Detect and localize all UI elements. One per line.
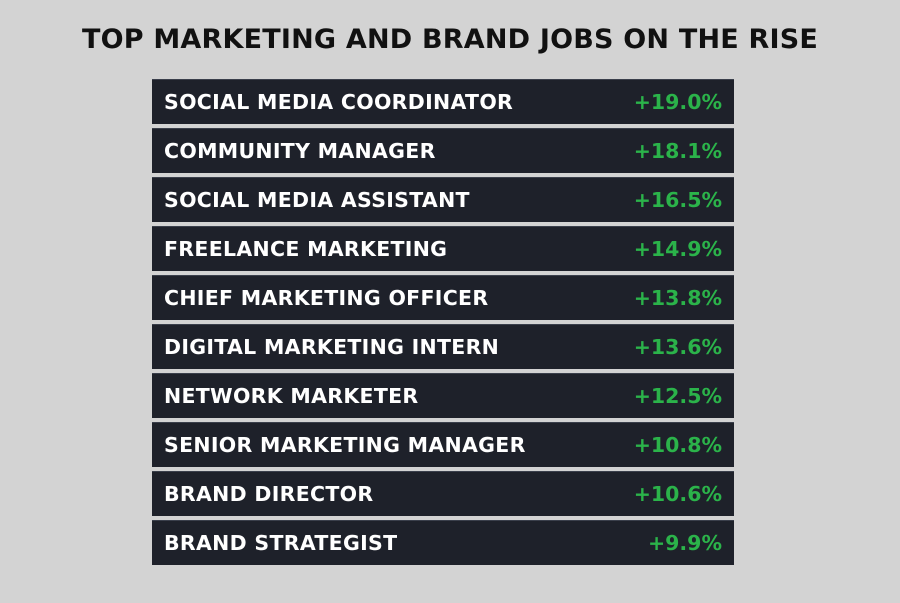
growth-value: +10.8% xyxy=(633,433,722,457)
table-row: DIGITAL MARKETING INTERN +13.6% xyxy=(152,324,734,369)
job-title: CHIEF MARKETING OFFICER xyxy=(164,286,489,310)
table-row: FREELANCE MARKETING +14.9% xyxy=(152,226,734,271)
job-title: NETWORK MARKETER xyxy=(164,384,419,408)
growth-value: +19.0% xyxy=(633,90,722,114)
table-row: CHIEF MARKETING OFFICER +13.8% xyxy=(152,275,734,320)
growth-value: +13.8% xyxy=(633,286,722,310)
job-title: SOCIAL MEDIA ASSISTANT xyxy=(164,188,470,212)
growth-value: +10.6% xyxy=(633,482,722,506)
growth-value: +13.6% xyxy=(633,335,722,359)
growth-value: +14.9% xyxy=(633,237,722,261)
job-title: BRAND DIRECTOR xyxy=(164,482,374,506)
job-title: BRAND STRATEGIST xyxy=(164,531,398,555)
jobs-table: SOCIAL MEDIA COORDINATOR +19.0% COMMUNIT… xyxy=(152,79,734,569)
growth-value: +12.5% xyxy=(633,384,722,408)
chart-title: TOP MARKETING AND BRAND JOBS ON THE RISE xyxy=(81,24,819,55)
table-row: NETWORK MARKETER +12.5% xyxy=(152,373,734,418)
table-row: SOCIAL MEDIA COORDINATOR +19.0% xyxy=(152,79,734,124)
table-row: SENIOR MARKETING MANAGER +10.8% xyxy=(152,422,734,467)
job-title: SENIOR MARKETING MANAGER xyxy=(164,433,526,457)
growth-value: +9.9% xyxy=(647,531,722,555)
table-row: BRAND DIRECTOR +10.6% xyxy=(152,471,734,516)
job-title: COMMUNITY MANAGER xyxy=(164,139,436,163)
table-row: SOCIAL MEDIA ASSISTANT +16.5% xyxy=(152,177,734,222)
job-title: DIGITAL MARKETING INTERN xyxy=(164,335,500,359)
growth-value: +18.1% xyxy=(633,139,722,163)
table-row: COMMUNITY MANAGER +18.1% xyxy=(152,128,734,173)
table-row: BRAND STRATEGIST +9.9% xyxy=(152,520,734,565)
growth-value: +16.5% xyxy=(633,188,722,212)
job-title: SOCIAL MEDIA COORDINATOR xyxy=(164,90,514,114)
job-title: FREELANCE MARKETING xyxy=(164,237,448,261)
